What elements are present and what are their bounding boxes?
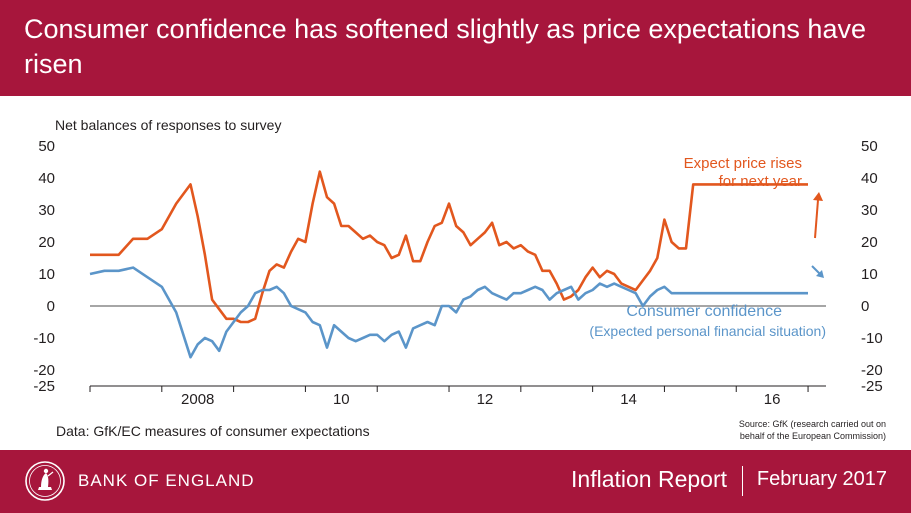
- y-tick-label-right: -10: [861, 330, 883, 347]
- source-note: behalf of the European Commission): [740, 431, 886, 441]
- y-tick-label-left: 30: [38, 202, 55, 219]
- y-tick-label-right: -20: [861, 362, 883, 379]
- y-tick-label-left: -20: [33, 362, 55, 379]
- y-tick-label-left: 0: [47, 298, 55, 315]
- logo-text: BANK OF ENGLAND: [78, 471, 255, 490]
- y-tick-label-right: 10: [861, 266, 878, 283]
- y-tick-label-left: 10: [38, 266, 55, 283]
- y-tick-label-right: 40: [861, 170, 878, 187]
- x-tick-label: 16: [764, 391, 781, 408]
- x-tick-label: 12: [477, 391, 494, 408]
- y-tick-label-right: 20: [861, 234, 878, 251]
- y-tick-label-left: -10: [33, 330, 55, 347]
- confidence-arrow-icon: [811, 265, 821, 275]
- source-note: Source: GfK (research carried out on: [739, 419, 886, 429]
- bank-of-england-emblem-icon: [25, 461, 65, 501]
- price-series-label: Expect price rises: [684, 155, 802, 172]
- confidence-series-label: Consumer confidence: [626, 303, 782, 320]
- confidence-series-label: (Expected personal financial situation): [589, 323, 826, 339]
- chart-area: Net balances of responses to survey 50 50 4…: [0, 96, 911, 450]
- report-divider: [742, 466, 743, 496]
- y-tick-label-right: 0: [861, 298, 869, 315]
- header-banner: Consumer confidence has softened slightl…: [0, 0, 911, 96]
- y-tick-label-left: 50: [38, 138, 55, 155]
- page-title: Consumer confidence has softened slightl…: [24, 14, 866, 79]
- y-tick-label-left: 40: [38, 170, 55, 187]
- data-note: Data: GfK/EC measures of consumer expect…: [56, 423, 370, 439]
- y-tick-label-right: 50: [861, 138, 878, 155]
- y-tick-label-right: -25: [861, 378, 883, 395]
- y-axis-title: Net balances of responses to survey: [55, 117, 281, 133]
- y-tick-label-left: -25: [33, 378, 55, 395]
- footer-banner: BANK OF ENGLAND Inflation Report Februar…: [0, 450, 911, 513]
- report-date: February 2017: [756, 468, 887, 490]
- report-name: Inflation Report: [571, 466, 727, 492]
- series-line-confidence: [89, 266, 808, 359]
- x-tick-label: 2008: [181, 391, 214, 408]
- y-tick-label-left: 20: [38, 234, 55, 251]
- y-tick-label-right: 30: [861, 202, 878, 219]
- x-tick-label: 14: [620, 391, 637, 408]
- price-arrow-icon: [814, 199, 819, 239]
- confidence-arrow-head-icon: [816, 270, 824, 278]
- price-series-label: for next year: [719, 173, 802, 190]
- x-tick-label: 10: [333, 391, 350, 408]
- series-line-price: [90, 170, 808, 324]
- price-arrow-head-icon: [813, 192, 823, 201]
